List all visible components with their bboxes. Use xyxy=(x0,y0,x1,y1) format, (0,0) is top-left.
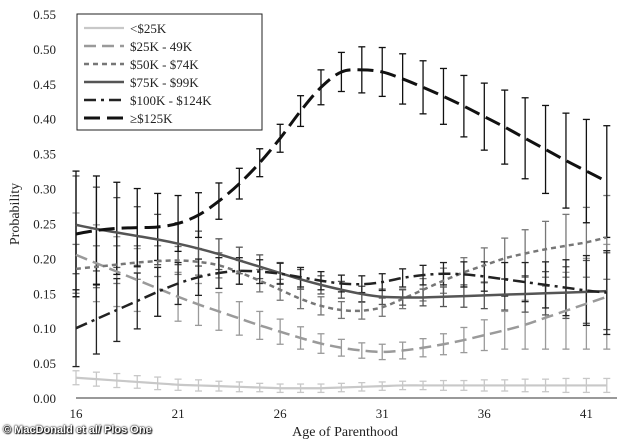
error-bar xyxy=(235,257,243,285)
series-line-5 xyxy=(75,269,607,330)
y-tick-label: 0.05 xyxy=(33,356,56,371)
series-lines xyxy=(75,68,608,390)
x-tick-label: 16 xyxy=(70,406,84,421)
error-bar xyxy=(358,342,366,359)
y-tick-label: 0.00 xyxy=(33,391,56,406)
error-bar xyxy=(521,97,529,180)
series-line-4 xyxy=(75,223,607,299)
error-bar xyxy=(501,310,509,350)
legend-box xyxy=(76,13,263,131)
error-bar xyxy=(501,261,509,297)
error-bar xyxy=(154,266,162,317)
error-bar xyxy=(480,319,488,352)
y-tick-label: 0.20 xyxy=(33,251,56,266)
legend-item: $25K - 49K xyxy=(84,39,193,54)
y-tick-label: 0.40 xyxy=(33,112,56,127)
legend-item: $75K - $99K xyxy=(84,75,199,90)
y-tick-label: 0.35 xyxy=(33,147,56,162)
image-credit: © MacDonald et al/ Plos One xyxy=(3,424,152,436)
error-bar xyxy=(256,310,264,341)
error-bar xyxy=(256,148,264,178)
y-tick-label: 0.55 xyxy=(33,7,56,22)
legend-item: <$25K xyxy=(84,21,167,36)
legend-item: $100K - $124K xyxy=(84,93,212,108)
x-tick-label: 36 xyxy=(478,406,492,421)
series-line-1 xyxy=(75,376,607,390)
x-tick-label: 26 xyxy=(274,406,288,421)
error-bar xyxy=(419,60,427,115)
error-bar xyxy=(480,261,488,292)
error-bar xyxy=(542,104,550,195)
x-tick-label: 21 xyxy=(172,406,185,421)
y-axis-label: Probability xyxy=(8,183,23,245)
error-bar xyxy=(460,74,468,138)
legend-label: $25K - 49K xyxy=(130,39,193,54)
error-bar xyxy=(582,254,590,327)
legend-item: ≥$125K xyxy=(84,111,173,126)
y-tick-label: 0.50 xyxy=(33,42,56,57)
error-bar xyxy=(501,89,509,165)
error-bar xyxy=(235,301,243,336)
error-bar xyxy=(399,268,407,288)
legend-label: $75K - $99K xyxy=(130,75,199,90)
x-axis-label: Age of Parenthood xyxy=(292,425,398,440)
legend-label: ≥$125K xyxy=(130,111,173,126)
legend-label: $50K - $74K xyxy=(130,57,199,72)
error-bar xyxy=(582,118,590,224)
x-axis-tick-labels: 16 21 26 31 36 41 xyxy=(70,406,593,421)
error-bar xyxy=(358,301,366,320)
y-tick-label: 0.15 xyxy=(33,286,56,301)
y-tick-label: 0.25 xyxy=(33,216,56,231)
legend-label: $100K - $124K xyxy=(130,93,212,108)
error-bar xyxy=(378,343,386,361)
legend-item: $50K - $74K xyxy=(84,57,199,72)
error-bar xyxy=(113,181,121,276)
y-axis-tick-labels: 0.00 0.05 0.10 0.15 0.20 0.25 0.30 0.35 0.40 0.45… xyxy=(33,7,56,406)
x-tick-label: 31 xyxy=(376,406,389,421)
legend: <$25K $25K - 49K $50K - $74K $75K - $99K $10… xyxy=(76,13,263,131)
y-tick-label: 0.45 xyxy=(33,77,56,92)
series-line-3 xyxy=(75,236,608,313)
error-bar xyxy=(480,82,488,151)
series-line-2 xyxy=(75,253,608,354)
error-bar xyxy=(297,95,305,128)
error-bar xyxy=(562,112,570,209)
x-tick-label: 41 xyxy=(580,406,593,421)
legend-label: <$25K xyxy=(130,21,167,36)
y-tick-label: 0.10 xyxy=(33,321,56,336)
error-bar xyxy=(439,67,447,125)
series-line-6 xyxy=(75,68,608,236)
y-tick-label: 0.30 xyxy=(33,182,56,197)
